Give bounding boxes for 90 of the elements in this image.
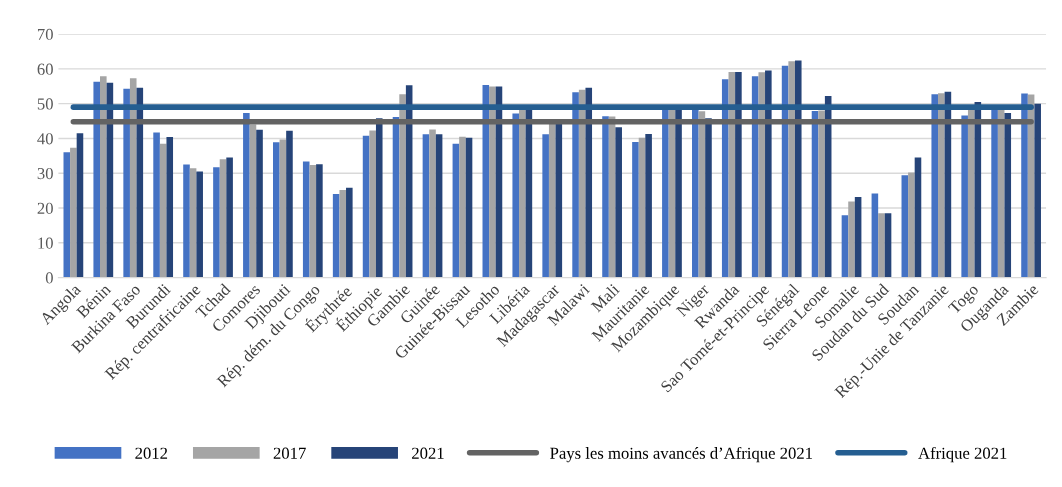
bar — [1021, 93, 1028, 278]
bar — [249, 124, 257, 278]
bar — [93, 81, 101, 278]
bar — [422, 134, 430, 278]
bar — [369, 130, 376, 278]
bar — [489, 86, 496, 278]
bar — [884, 213, 892, 278]
bar — [129, 78, 137, 278]
bar — [735, 72, 742, 278]
bar — [399, 94, 406, 278]
bar — [854, 196, 862, 278]
bar — [76, 133, 84, 278]
bar — [632, 141, 639, 278]
bar — [675, 107, 682, 278]
bar — [638, 137, 646, 278]
bar — [153, 132, 160, 278]
bar — [459, 136, 466, 278]
legend-label: 2021 — [412, 447, 444, 459]
bar — [435, 134, 443, 278]
bar — [465, 137, 473, 278]
bar — [213, 167, 220, 278]
legend-label: 2012 — [135, 447, 168, 459]
y-tick-label: 70 — [37, 28, 53, 41]
bar — [309, 164, 317, 278]
y-tick-label: 10 — [38, 237, 53, 249]
bar — [585, 87, 593, 278]
bar — [362, 135, 370, 278]
y-tick-label: 40 — [37, 133, 53, 145]
bar — [542, 134, 549, 278]
bar — [279, 139, 287, 278]
bar — [159, 143, 167, 278]
bar — [286, 130, 293, 278]
y-tick-label: 20 — [37, 202, 53, 214]
y-tick-label: 60 — [37, 63, 53, 75]
bar — [196, 171, 203, 278]
bar — [705, 118, 712, 278]
bar — [848, 201, 855, 278]
bar — [63, 152, 71, 278]
bar — [602, 116, 609, 278]
legend-label: 2017 — [273, 447, 306, 459]
bar — [1034, 103, 1041, 278]
y-tick-label: 50 — [37, 98, 53, 110]
bar — [818, 110, 825, 278]
y-tick-label: 30 — [37, 167, 53, 180]
bar — [662, 107, 669, 278]
bar — [967, 108, 975, 278]
bar — [100, 76, 107, 278]
y-tick-label: 0 — [45, 272, 53, 284]
bar — [788, 61, 795, 278]
bar — [332, 194, 340, 278]
bar — [519, 109, 526, 278]
legend-label: Pays les moins avancés d’Afrique 2021 — [550, 446, 813, 463]
bar — [908, 172, 915, 278]
bar — [302, 161, 310, 278]
bar — [70, 147, 77, 278]
bar — [961, 115, 968, 278]
bar — [375, 118, 383, 278]
bar — [878, 213, 885, 278]
bar — [243, 113, 250, 278]
bar — [914, 157, 922, 278]
bar — [316, 164, 323, 278]
bar — [452, 143, 460, 278]
bar — [548, 122, 556, 278]
bar — [901, 175, 909, 278]
bar — [645, 133, 652, 278]
bar — [183, 164, 190, 278]
bar — [256, 129, 263, 278]
bar — [938, 93, 945, 278]
bar — [512, 113, 520, 278]
bar — [346, 187, 353, 278]
bar — [219, 159, 227, 278]
bar — [692, 107, 699, 278]
bar — [273, 142, 280, 278]
bar — [871, 193, 879, 278]
bar — [166, 137, 174, 278]
bar — [721, 79, 729, 278]
bar — [841, 215, 849, 278]
bar — [339, 189, 347, 278]
bar — [429, 129, 436, 278]
bar — [931, 94, 939, 278]
bar — [765, 70, 772, 278]
bar — [1004, 113, 1012, 278]
bar — [794, 60, 802, 278]
bar — [226, 157, 233, 278]
legend-label: Afrique 2021 — [918, 446, 1007, 463]
bar — [758, 72, 766, 278]
bar — [572, 92, 579, 278]
bar — [991, 107, 998, 278]
bar — [615, 127, 622, 278]
bar — [189, 168, 197, 278]
